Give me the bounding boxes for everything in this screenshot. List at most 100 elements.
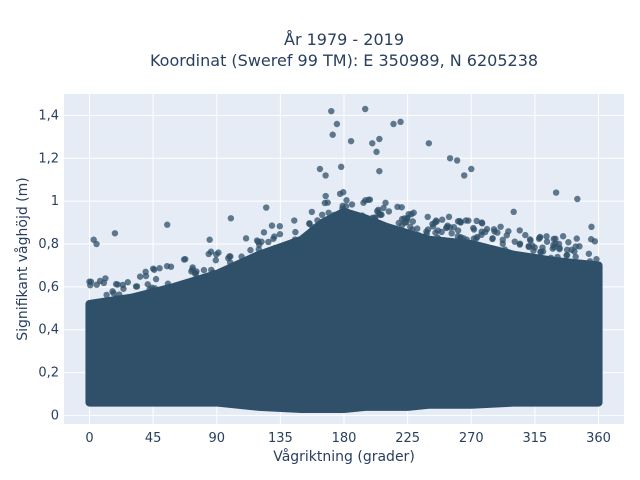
data-point xyxy=(413,231,420,239)
data-point xyxy=(494,229,501,236)
data-point xyxy=(511,238,518,245)
data-point xyxy=(152,275,160,283)
data-point xyxy=(422,248,430,255)
data-point xyxy=(540,271,548,279)
data-point xyxy=(89,307,97,315)
data-point xyxy=(238,253,245,260)
data-point xyxy=(322,172,329,179)
data-point xyxy=(276,223,284,230)
data-point xyxy=(478,219,485,226)
data-point xyxy=(364,215,372,223)
x-tick-label: 135 xyxy=(268,431,293,446)
x-tick-label: 180 xyxy=(332,431,357,446)
data-point xyxy=(242,273,249,281)
data-point xyxy=(559,233,567,240)
data-point xyxy=(225,269,233,276)
data-point xyxy=(591,270,599,277)
data-point xyxy=(247,259,255,267)
data-point xyxy=(191,270,199,277)
data-point xyxy=(212,257,220,264)
data-point xyxy=(333,120,341,128)
data-point xyxy=(456,217,463,225)
data-points xyxy=(85,105,603,413)
data-point xyxy=(205,272,213,280)
data-point xyxy=(348,201,356,208)
data-point xyxy=(512,254,520,261)
data-point xyxy=(318,211,326,219)
data-point xyxy=(438,228,445,236)
data-point xyxy=(547,254,555,262)
data-point xyxy=(120,309,127,316)
data-point xyxy=(329,131,336,138)
y-tick-label: 0,2 xyxy=(38,366,59,381)
data-point xyxy=(424,213,431,221)
data-point xyxy=(284,243,291,251)
data-point xyxy=(365,196,372,203)
data-point xyxy=(180,256,188,263)
y-tick-label: 0,6 xyxy=(38,280,59,295)
data-point xyxy=(177,286,185,294)
data-point xyxy=(550,243,558,251)
data-point xyxy=(398,204,405,211)
data-point xyxy=(397,118,404,126)
data-point xyxy=(454,227,462,234)
data-point xyxy=(563,251,571,259)
data-point xyxy=(399,227,406,234)
data-point xyxy=(308,208,316,216)
data-point xyxy=(488,262,496,270)
data-point xyxy=(448,230,455,237)
x-tick-label: 45 xyxy=(145,431,162,446)
data-point xyxy=(438,242,445,250)
data-point xyxy=(313,234,321,241)
data-point xyxy=(444,222,451,229)
data-point xyxy=(189,293,196,301)
data-point xyxy=(296,240,304,248)
data-point xyxy=(224,276,232,284)
data-point xyxy=(432,229,439,236)
data-point xyxy=(510,267,517,275)
data-point xyxy=(510,208,517,216)
data-point xyxy=(468,165,475,173)
data-point xyxy=(380,204,387,212)
data-point xyxy=(501,246,509,253)
data-point xyxy=(344,226,352,233)
data-point xyxy=(531,260,538,267)
data-point xyxy=(373,148,380,156)
data-point xyxy=(107,304,115,312)
data-point xyxy=(376,135,383,143)
data-point xyxy=(448,242,456,249)
data-point xyxy=(586,258,594,265)
data-point xyxy=(207,248,215,255)
data-point xyxy=(592,260,599,268)
data-point xyxy=(425,140,433,147)
data-point xyxy=(543,238,551,245)
data-point xyxy=(87,282,94,289)
data-point xyxy=(316,165,324,173)
data-point xyxy=(541,265,549,272)
x-tick-label: 360 xyxy=(586,431,611,446)
x-axis-title: Vågriktning (grader) xyxy=(273,448,415,465)
data-point xyxy=(321,199,329,207)
data-point xyxy=(325,209,332,216)
data-point xyxy=(144,281,151,288)
data-point xyxy=(525,242,532,250)
data-point xyxy=(438,216,446,223)
data-point xyxy=(320,219,327,227)
data-point xyxy=(528,269,536,276)
data-point xyxy=(165,300,172,307)
data-point xyxy=(200,266,208,274)
data-point xyxy=(142,268,149,276)
data-point xyxy=(110,289,117,297)
data-point xyxy=(467,254,475,261)
data-point xyxy=(265,238,272,246)
data-point xyxy=(522,231,529,239)
data-point xyxy=(516,240,524,247)
data-point xyxy=(405,246,412,254)
data-point xyxy=(347,137,355,145)
chart-title-line1: År 1979 - 2019 xyxy=(284,30,404,49)
data-point xyxy=(431,219,438,226)
data-point xyxy=(292,228,299,236)
data-point xyxy=(552,189,560,196)
data-point xyxy=(460,235,467,242)
data-point xyxy=(593,255,600,263)
